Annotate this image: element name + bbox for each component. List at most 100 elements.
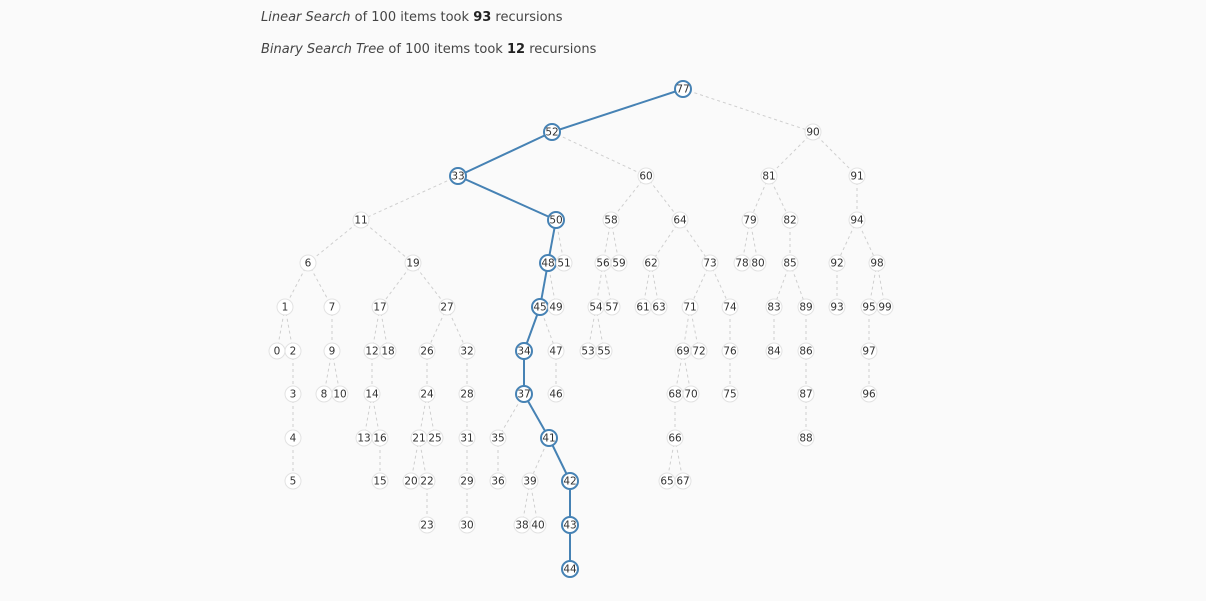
search-path-node: 37 [515, 385, 533, 403]
node-circle [371, 429, 389, 447]
node-circle [418, 472, 436, 490]
node-label: 16 [373, 433, 387, 445]
node-circle [458, 516, 476, 534]
node-label: 23 [420, 520, 433, 532]
node-label: 31 [460, 433, 473, 445]
search-path-node: 77 [674, 80, 692, 98]
search-path-node: 45 [531, 298, 549, 316]
search-path-node: 52 [543, 123, 561, 141]
node-label: 92 [830, 258, 843, 270]
node-circle [868, 254, 886, 272]
node-label: 33 [451, 171, 464, 183]
tree-node: 85 [781, 254, 799, 272]
tree-node: 69 [674, 342, 692, 360]
tree-node: 91 [848, 167, 866, 185]
tree-edge [679, 219, 711, 264]
tree-node: 80 [749, 254, 767, 272]
node-label: 1 [282, 302, 289, 314]
node-label: 96 [862, 389, 876, 401]
node-circle [284, 472, 302, 490]
node-label: 52 [545, 127, 558, 139]
tree-nodes: 0123456789101112131415161718192021222324… [268, 80, 894, 578]
node-circle [682, 385, 700, 403]
node-circle [363, 385, 381, 403]
linear-search-stat: Linear Search of 100 items took 93 recur… [261, 10, 563, 25]
tree-node: 20 [402, 472, 420, 490]
node-circle [561, 472, 579, 490]
tree-node: 65 [658, 472, 676, 490]
node-label: 15 [373, 476, 386, 488]
node-label: 25 [428, 433, 441, 445]
node-circle [781, 254, 799, 272]
tree-node: 82 [781, 211, 799, 229]
node-label: 10 [333, 389, 346, 401]
node-label: 26 [420, 346, 434, 358]
tree-node: 38 [513, 516, 531, 534]
node-circle [418, 516, 436, 534]
node-circle [749, 254, 767, 272]
tree-node: 73 [701, 254, 719, 272]
tree-node: 35 [489, 429, 507, 447]
node-circle [765, 298, 783, 316]
tree-node: 11 [352, 211, 370, 229]
node-circle [797, 298, 815, 316]
linear-search-label: Linear Search [261, 10, 351, 25]
node-label: 64 [673, 215, 687, 227]
node-circle [540, 429, 558, 447]
node-circle [860, 385, 878, 403]
node-circle [489, 429, 507, 447]
node-circle [681, 298, 699, 316]
node-circle [529, 516, 547, 534]
node-label: 85 [783, 258, 796, 270]
node-label: 13 [357, 433, 370, 445]
node-label: 57 [605, 302, 618, 314]
node-label: 60 [639, 171, 652, 183]
tree-node: 26 [418, 342, 436, 360]
node-circle [876, 298, 894, 316]
tree-node: 76 [721, 342, 739, 360]
node-circle [666, 429, 684, 447]
node-label: 72 [692, 346, 705, 358]
tree-edge [551, 131, 647, 177]
tree-node: 25 [426, 429, 444, 447]
tree-node: 74 [721, 298, 739, 316]
node-label: 35 [491, 433, 504, 445]
tree-node: 84 [765, 342, 783, 360]
node-circle [515, 385, 533, 403]
tree-node: 8 [315, 385, 333, 403]
bst-search-count: 12 [506, 42, 526, 57]
node-circle [721, 298, 739, 316]
tree-node: 16 [371, 429, 389, 447]
tree-node: 40 [529, 516, 547, 534]
node-label: 7 [329, 302, 336, 314]
node-label: 29 [460, 476, 473, 488]
node-label: 61 [636, 302, 649, 314]
node-label: 34 [517, 346, 531, 358]
node-circle [379, 342, 397, 360]
node-circle [674, 472, 692, 490]
tree-node: 89 [797, 298, 815, 316]
node-label: 2 [290, 346, 297, 358]
node-circle [642, 254, 660, 272]
node-label: 21 [412, 433, 425, 445]
node-label: 11 [354, 215, 367, 227]
node-label: 66 [668, 433, 682, 445]
tree-node: 64 [671, 211, 689, 229]
tree-node: 0 [268, 342, 286, 360]
node-circle [404, 254, 422, 272]
node-circle [741, 211, 759, 229]
tree-node: 49 [547, 298, 565, 316]
node-label: 45 [533, 302, 546, 314]
node-circle [458, 342, 476, 360]
node-label: 55 [597, 346, 610, 358]
node-circle [828, 298, 846, 316]
node-label: 65 [660, 476, 673, 488]
tree-edge [768, 131, 814, 177]
node-label: 81 [762, 171, 775, 183]
node-label: 6 [305, 258, 312, 270]
node-label: 59 [612, 258, 625, 270]
node-label: 80 [751, 258, 764, 270]
tree-node: 12 [363, 342, 381, 360]
search-path-edge [457, 175, 557, 221]
node-circle [543, 123, 561, 141]
